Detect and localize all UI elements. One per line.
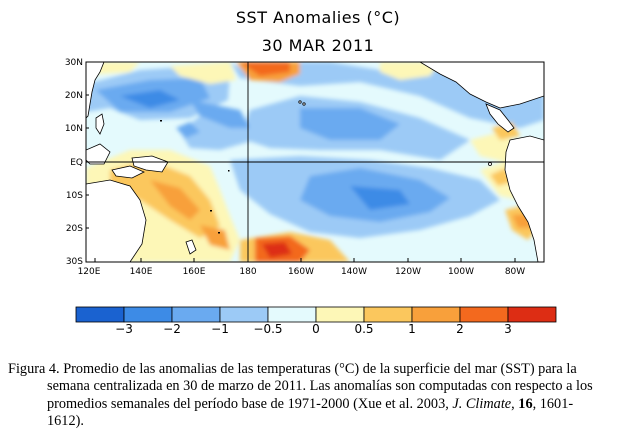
colorbar-label: 0 (312, 322, 320, 336)
colorbar-swatch (459, 306, 509, 323)
lat-label: 30N (65, 58, 83, 68)
colorbar-label: 2 (456, 322, 464, 336)
colorbar-swatch (75, 306, 125, 323)
figure-caption: Figura 4. Promedio de las anomalias de l… (8, 361, 628, 431)
colorbar-swatch (123, 306, 173, 323)
lon-label: 160E (183, 267, 206, 277)
colorbar-swatch (219, 306, 269, 323)
lon-label: 120W (395, 267, 421, 277)
colorbar-label: −2 (163, 322, 181, 336)
lon-label: 100W (448, 267, 474, 277)
caption-pages: , 1601- (532, 395, 574, 412)
map-date: 30 MAR 2011 (261, 36, 375, 55)
lon-label: 140W (341, 267, 367, 277)
lat-label: 20S (66, 224, 83, 234)
lat-label: 10N (65, 124, 83, 134)
colorbar-swatch (171, 306, 221, 323)
map-title: SST Anomalies (°C) (235, 8, 401, 27)
colorbar-label: −3 (115, 322, 133, 336)
caption-sep: , (511, 395, 519, 412)
colorbar-swatch (507, 306, 557, 323)
lon-label: 180 (239, 267, 256, 277)
caption-line-3-text: promedios semanales del período base de … (47, 395, 453, 412)
colorbar-label: −1 (211, 322, 229, 336)
lon-label: 120E (78, 267, 101, 277)
lat-label: EQ (70, 158, 83, 168)
colorbar-label: −0.5 (253, 322, 282, 336)
caption-line-3: promedios semanales del período base de … (8, 396, 628, 413)
lon-label: 160W (288, 267, 314, 277)
caption-line-1: Figura 4. Promedio de las anomalias de l… (8, 361, 577, 377)
journal-name: J. Climate (452, 395, 512, 412)
volume-number: 16 (518, 395, 533, 412)
colorbar-swatch (267, 306, 317, 323)
lon-label: 80W (505, 267, 525, 277)
lat-label: 20N (65, 91, 83, 101)
colorbar-label: 3 (504, 322, 512, 336)
colorbar-label: 1 (408, 322, 416, 336)
colorbar-swatch (411, 306, 461, 323)
colorbar (75, 306, 557, 323)
colorbar-swatch (363, 306, 413, 323)
colorbar-swatch (315, 306, 365, 323)
lon-label: 140E (130, 267, 153, 277)
colorbar-label: 0.5 (354, 322, 373, 336)
sst-anomaly-map: 30N 20N 10N EQ 10S 20S 30S 120E 140E 160… (65, 58, 557, 336)
caption-line-4: 1612). (47, 413, 84, 430)
lat-label: 10S (66, 191, 83, 201)
lat-label: 30S (66, 257, 83, 267)
caption-line-2: semana centralizada en 30 de marzo de 20… (47, 378, 593, 395)
